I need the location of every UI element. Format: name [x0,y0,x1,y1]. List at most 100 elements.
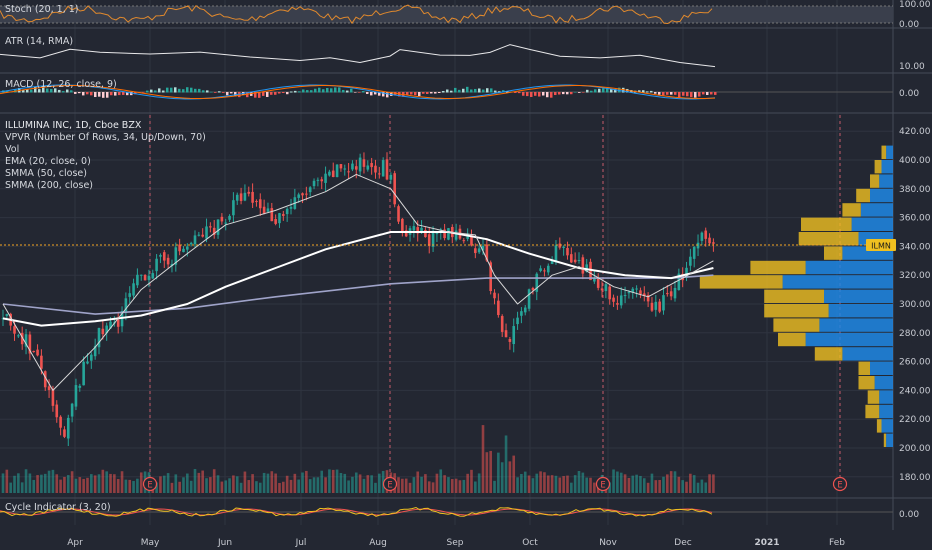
volume-bar [320,470,324,493]
candle-body [320,179,324,182]
volume-bar [704,482,708,493]
volume-bar [447,477,450,493]
candle-body [78,385,82,388]
candle-body [116,319,120,327]
candle-body [255,201,258,203]
candle-body [278,213,281,224]
candle-body [186,246,189,250]
volume-bar [170,482,174,493]
volume-bar [228,478,231,493]
volume-bar [554,475,558,493]
macd-hist [418,92,421,96]
candle-body [600,288,604,291]
vpvr-up-bar [870,188,893,203]
volume-bar [212,469,216,493]
candle-body [47,386,51,391]
macd-hist [66,89,69,93]
volume-bar [435,473,439,493]
volume-bar [101,469,105,493]
macd-hist [326,88,329,93]
price-tick-label: 340.00 [899,242,931,252]
candle-body [623,295,627,297]
volume-bar [642,478,646,493]
macd-hist [78,92,81,94]
overlay-smma50[interactable]: SMMA (50, close) [5,168,87,179]
macd-hist [330,88,333,93]
candle-body [635,288,638,290]
macd-hist [558,92,561,95]
macd-hist [350,88,353,93]
candle-body [562,246,565,248]
price-tick-label: 280.00 [899,329,931,339]
candle-body [520,311,523,316]
candle-body [347,171,350,173]
volume-bar [282,481,285,493]
candle-body [420,227,423,232]
volume-bar [669,471,673,493]
time-tick-label: Apr [67,538,83,548]
pane-tick-label: 0.00 [899,510,919,520]
candle-body [424,230,427,238]
smma200-line [2,274,714,315]
cycle-line-2 [0,508,713,516]
macd-hist [670,92,673,95]
candle-body [312,180,316,187]
candle-body [666,293,669,295]
macd-hist [354,92,357,93]
volume-bar [531,478,535,493]
volume-bar [608,482,612,493]
macd-hist [386,92,389,98]
candle-body [247,191,251,194]
time-tick-label: Oct [522,538,538,548]
price-tick-label: 300.00 [899,300,931,310]
macd-hist [406,92,409,95]
volume-bar [324,477,327,493]
macd-hist [102,92,105,98]
volume-bar [159,476,162,493]
candle-body [366,165,370,170]
volume-bar [335,469,339,493]
earnings-marker-1 [382,476,398,492]
macd-hist [462,88,465,93]
macd-hist [206,90,209,93]
volume-bar [493,480,496,493]
macd-hist [174,87,177,93]
earnings-marker-2 [595,476,611,492]
volume-bar [696,482,700,493]
volume-bar [40,474,43,493]
overlay-ema[interactable]: EMA (20, close, 0) [5,156,91,167]
volume-bar [17,473,20,493]
volume-bar [504,435,508,493]
macd-hist [222,92,225,93]
macd-hist [82,92,85,96]
volume-bar [619,472,623,493]
macd-hist [562,92,565,95]
candle-body [151,273,155,279]
volume-bar [712,474,715,493]
candle-body [646,295,650,302]
volume-bar [589,477,592,493]
volume-bar [266,473,270,493]
vpvr-up-bar [824,289,893,303]
macd-hist [658,92,661,95]
volume-bar [431,482,435,493]
macd-hist [690,92,693,98]
macd-hist [106,92,109,98]
atr-line [0,44,716,68]
volume-bar [197,472,201,493]
overlay-vol[interactable]: Vol [5,144,20,155]
candle-body [216,219,220,235]
symbol-title[interactable]: ILLUMINA INC, 1D, Cboe BZX [5,120,142,131]
candle-body [558,243,562,248]
vpvr-up-bar [874,376,893,390]
overlay-vpvr[interactable]: VPVR (Number Of Rows, 34, Up/Down, 70) [5,132,206,143]
overlay-smma200[interactable]: SMMA (200, close) [5,180,93,191]
macd-hist [478,88,481,93]
candle-body [324,173,327,183]
macd-hist [570,92,573,95]
candle-body [335,164,339,178]
vpvr-up-bar [886,145,893,159]
volume-bar [443,475,446,493]
